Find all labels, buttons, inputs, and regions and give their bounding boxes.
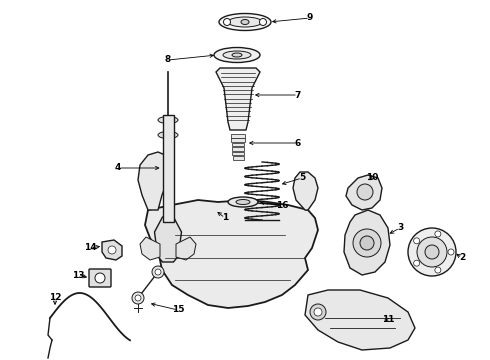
Circle shape [152, 266, 164, 278]
Circle shape [414, 260, 419, 266]
Text: 4: 4 [115, 163, 121, 172]
Circle shape [408, 228, 456, 276]
Circle shape [314, 308, 322, 316]
Text: 9: 9 [307, 13, 313, 22]
Bar [232, 156, 244, 159]
Ellipse shape [236, 199, 250, 204]
Polygon shape [176, 237, 196, 260]
Circle shape [357, 184, 373, 200]
Polygon shape [140, 237, 160, 260]
Bar [163, 115, 173, 222]
Bar [232, 147, 244, 151]
Circle shape [360, 236, 374, 250]
Polygon shape [305, 290, 415, 350]
Circle shape [417, 237, 447, 267]
Polygon shape [102, 240, 122, 260]
Text: 10: 10 [366, 174, 378, 183]
Ellipse shape [219, 13, 271, 31]
Text: 13: 13 [72, 270, 84, 279]
Bar [231, 138, 245, 142]
Circle shape [108, 246, 116, 254]
Polygon shape [145, 200, 318, 308]
Circle shape [435, 267, 441, 273]
Text: 14: 14 [84, 243, 97, 252]
Text: 3: 3 [397, 224, 403, 233]
Polygon shape [154, 217, 181, 262]
Text: 7: 7 [295, 90, 301, 99]
Text: 2: 2 [459, 253, 465, 262]
Text: 5: 5 [299, 174, 305, 183]
Bar [232, 152, 244, 155]
FancyBboxPatch shape [89, 269, 111, 287]
Polygon shape [344, 210, 390, 275]
Circle shape [353, 229, 381, 257]
Ellipse shape [228, 197, 258, 207]
Circle shape [260, 18, 267, 26]
Ellipse shape [232, 53, 242, 57]
Text: 16: 16 [276, 201, 288, 210]
Ellipse shape [214, 48, 260, 63]
Circle shape [310, 304, 326, 320]
Polygon shape [138, 152, 168, 210]
Circle shape [414, 238, 419, 244]
Text: 11: 11 [382, 315, 394, 324]
Ellipse shape [228, 17, 262, 27]
Text: 15: 15 [172, 306, 184, 315]
Text: 8: 8 [165, 55, 171, 64]
Circle shape [132, 292, 144, 304]
Circle shape [155, 269, 161, 275]
Ellipse shape [241, 19, 249, 24]
Circle shape [135, 295, 141, 301]
Polygon shape [346, 175, 382, 210]
Circle shape [223, 18, 230, 26]
Ellipse shape [158, 131, 178, 139]
Text: 1: 1 [222, 213, 228, 222]
Polygon shape [216, 68, 260, 130]
Polygon shape [293, 172, 318, 210]
Circle shape [95, 273, 105, 283]
Circle shape [435, 231, 441, 237]
Text: 12: 12 [49, 293, 61, 302]
Ellipse shape [158, 117, 178, 123]
Circle shape [448, 249, 454, 255]
Bar [231, 134, 245, 138]
Ellipse shape [223, 51, 251, 59]
Bar [232, 143, 245, 146]
Text: 6: 6 [295, 139, 301, 148]
Circle shape [425, 245, 439, 259]
